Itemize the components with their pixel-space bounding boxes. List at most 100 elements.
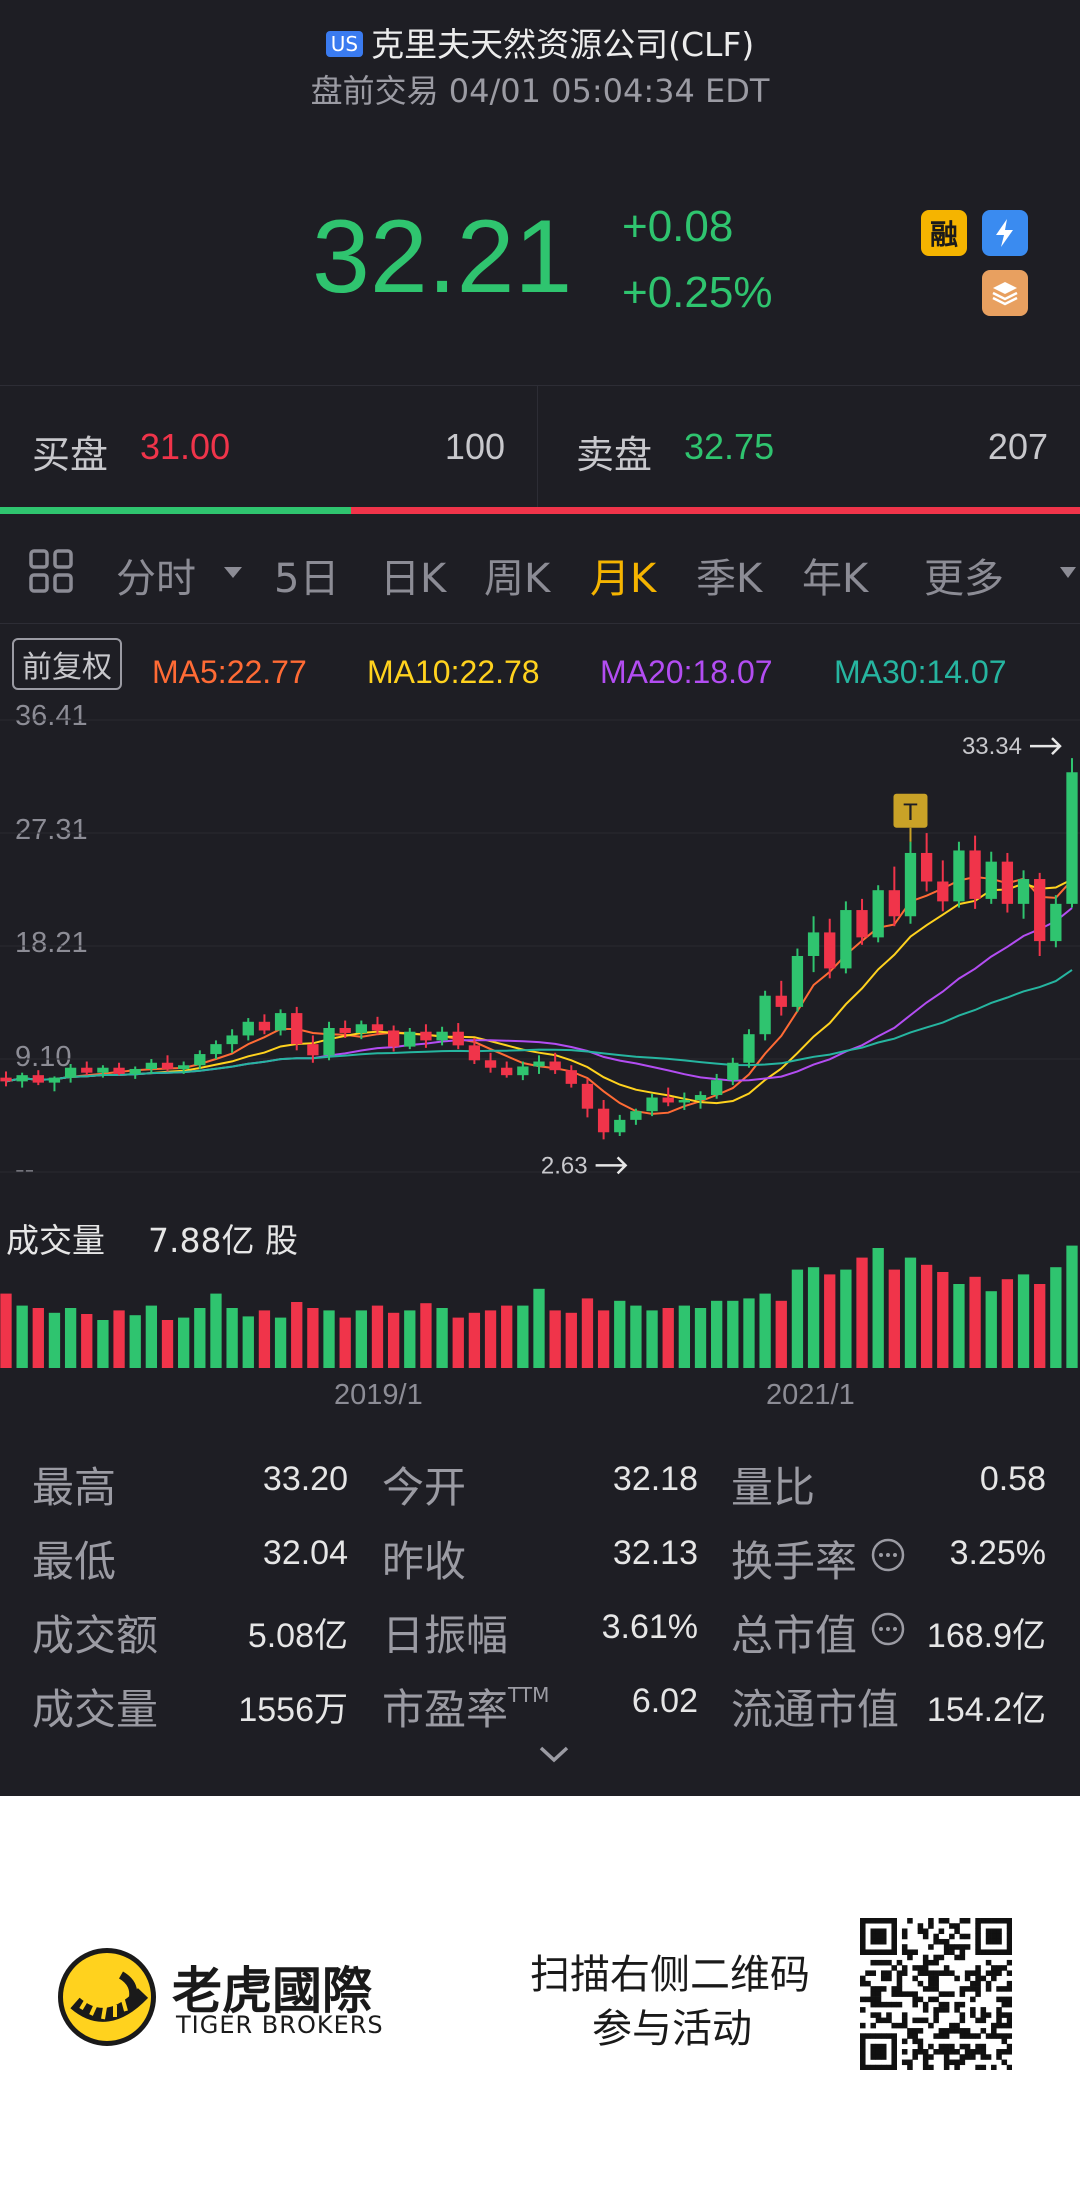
y-tick-label: -- (15, 1154, 35, 1186)
candle-body (727, 1062, 739, 1081)
qr-module (1006, 2049, 1012, 2055)
grid-menu-icon[interactable] (28, 548, 74, 598)
qr-module (943, 2007, 950, 2013)
price-change: +0.08 (622, 202, 734, 251)
qr-module (980, 2017, 987, 2024)
trading-session-time: 盘前交易 04/01 05:04:34 EDT (310, 72, 770, 110)
volume-bar (533, 1288, 545, 1368)
candle-body (533, 1061, 545, 1067)
volume-bar (743, 1298, 755, 1368)
qr-module (922, 2017, 929, 2024)
qr-module (996, 1918, 1002, 1924)
volume-bar (178, 1317, 190, 1368)
qr-module (954, 1954, 960, 1961)
candle-body (920, 852, 933, 882)
more-dropdown-icon[interactable] (1060, 564, 1076, 583)
tab-5day[interactable]: 5日 (274, 556, 340, 602)
stat-label-float-cap: 流通市值 (731, 1685, 900, 1734)
qr-module (933, 1996, 939, 2003)
qr-module (886, 1918, 892, 1924)
adjust-type-button[interactable]: 前复权 (12, 638, 122, 690)
volume-bar (129, 1315, 141, 1368)
margin-badge-icon[interactable]: 融 (921, 210, 967, 256)
qr-module (891, 2033, 897, 2039)
candle-body (1050, 903, 1062, 942)
layers-icon[interactable] (982, 270, 1028, 316)
candlestick-plot: 33.34 2.63 T (0, 719, 1080, 1368)
qr-module (870, 1933, 877, 1940)
info-icon[interactable] (870, 1537, 906, 1577)
tab-quarterly-k[interactable]: 季K (696, 556, 763, 602)
kline-chart[interactable]: 前复权 MA5:22.77 MA10:22.78 MA20:18.07 MA30… (0, 624, 1080, 1424)
qr-module (860, 1923, 866, 1929)
stat-label-turnover-rate: 换手率 (731, 1537, 858, 1586)
expand-chevron-down-icon[interactable] (538, 1744, 570, 1768)
flash-trade-icon[interactable] (982, 210, 1028, 256)
candle-body (355, 1024, 367, 1033)
candle-body (549, 1061, 561, 1071)
qr-module (880, 2054, 887, 2060)
qr-module (943, 2033, 950, 2039)
qr-module (938, 1970, 945, 1976)
qr-module (896, 1986, 903, 1992)
qr-module (975, 1918, 981, 1924)
pe-label-text: 市盈率 (382, 1685, 509, 1734)
bid-panel[interactable]: 买盘 31.00 100 (0, 386, 538, 508)
qr-module (907, 1991, 913, 1997)
volume-bar (565, 1312, 577, 1368)
tab-yearly-k[interactable]: 年K (802, 556, 869, 602)
qr-module (907, 2064, 913, 2070)
qr-module (1006, 2017, 1012, 2024)
tab-weekly-k[interactable]: 周K (484, 556, 551, 602)
tab-intraday[interactable]: 分时 (116, 556, 196, 602)
qr-module (943, 2001, 950, 2008)
qr-module (922, 2059, 929, 2066)
qr-module (912, 2033, 918, 2039)
candle-body (194, 1054, 206, 1066)
qr-module (943, 2028, 950, 2034)
tab-monthly-k[interactable]: 月K (590, 556, 657, 602)
ma30-label: MA30:14.07 (834, 654, 1007, 690)
qr-module (1001, 2038, 1008, 2045)
stat-value-amount: 5.08亿 (247, 1617, 348, 1655)
volume-bar (969, 1276, 981, 1368)
qr-module (959, 1944, 966, 1950)
qr-module (996, 2012, 1002, 2018)
qr-module (949, 1949, 955, 1955)
qr-module (938, 2049, 945, 2055)
ask-panel[interactable]: 卖盘 32.75 207 (538, 386, 1080, 508)
qr-module (938, 2001, 945, 2008)
qr-module (949, 2049, 955, 2055)
qr-module (996, 1928, 1002, 1935)
qr-module (880, 2049, 887, 2055)
qr-code[interactable] (860, 1918, 1012, 2070)
intraday-dropdown-icon[interactable] (224, 564, 242, 583)
qr-module (880, 2043, 887, 2050)
qr-module (860, 1944, 866, 1950)
qr-module (943, 1918, 950, 1924)
qr-module (975, 1986, 981, 1992)
qr-module (875, 1959, 882, 1966)
qr-module (891, 2022, 897, 2029)
candle-body (81, 1067, 93, 1073)
qr-module (870, 2049, 877, 2055)
qr-module (970, 1980, 976, 1987)
info-icon[interactable] (870, 1611, 906, 1651)
qr-module (907, 2033, 913, 2039)
volume-bar (291, 1302, 303, 1368)
qr-module (1001, 2049, 1008, 2055)
qr-module (964, 2028, 971, 2034)
tab-more[interactable]: 更多 (924, 556, 1004, 602)
stat-value-amplitude: 3.61% (601, 1608, 698, 1646)
qr-module (891, 1933, 897, 1940)
qr-module (975, 1991, 981, 1997)
tab-daily-k[interactable]: 日K (380, 556, 447, 602)
qr-module (970, 2054, 976, 2060)
stat-label-volume-ratio: 量比 (731, 1463, 816, 1512)
qr-module (917, 2043, 924, 2050)
qr-module (865, 2033, 871, 2039)
qr-module (860, 1980, 866, 1987)
qr-module (880, 1938, 887, 1945)
qr-module (912, 1996, 918, 2003)
qr-module (875, 2012, 882, 2018)
